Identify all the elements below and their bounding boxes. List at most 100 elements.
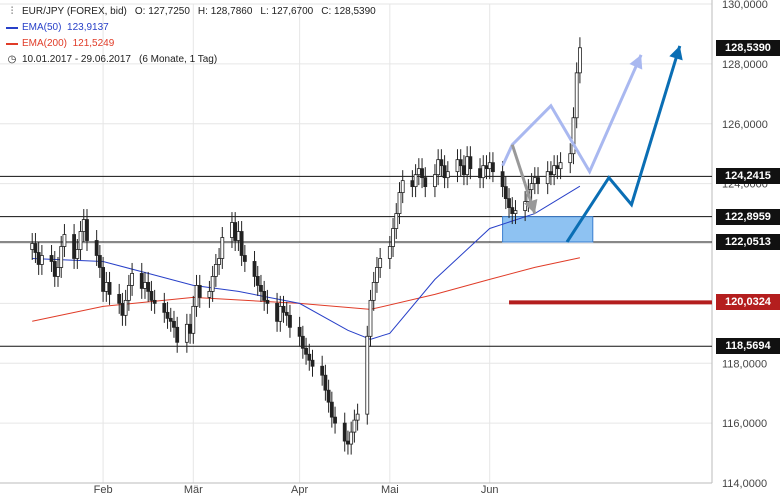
candle-body — [56, 267, 60, 277]
candle-body — [39, 255, 44, 265]
candle-body — [326, 389, 331, 403]
y-tick-label: 130,0000 — [722, 0, 768, 11]
candle-body — [365, 335, 370, 415]
open-value: 127,7250 — [148, 6, 190, 17]
candle-body — [213, 264, 218, 277]
candle-body — [549, 171, 553, 176]
candle-body — [423, 177, 428, 188]
high-value: 128,7860 — [210, 6, 253, 17]
candle-body — [387, 246, 392, 259]
price-axis: 114,0000116,0000118,0000120,0000122,0000… — [94, 0, 768, 496]
candle-body — [375, 267, 379, 283]
candle-body — [94, 240, 99, 256]
candle-body — [168, 317, 173, 322]
candle-body — [162, 302, 167, 313]
candle-body — [152, 299, 157, 304]
candle-body — [300, 335, 305, 349]
candle-body — [349, 431, 354, 445]
dark-blue-arrow-head — [669, 45, 683, 61]
candle-body — [297, 326, 302, 337]
candle-body — [491, 162, 495, 173]
candle-body — [416, 168, 421, 176]
x-tick-label: Jun — [481, 484, 499, 496]
candle-body — [188, 323, 192, 334]
candle-body — [265, 299, 270, 304]
candle-body — [371, 282, 376, 301]
candle-body — [197, 285, 202, 298]
candle-body — [242, 255, 247, 262]
ema50-row: EMA(50) 123,9137 — [6, 20, 376, 36]
candle-body — [139, 273, 144, 289]
price-label: 122,0513 — [716, 233, 780, 250]
candle-body — [304, 347, 308, 355]
candle-body — [442, 165, 447, 179]
candle-body — [217, 258, 221, 265]
ema50-name: EMA(50) — [22, 22, 62, 33]
candle-body — [123, 299, 128, 316]
candle-body — [433, 174, 437, 188]
y-tick-label: 128,0000 — [722, 59, 768, 71]
candle-body — [555, 165, 560, 170]
candle-body — [503, 186, 508, 199]
x-tick-label: Mai — [381, 484, 399, 496]
price-label: 120,0324 — [716, 294, 780, 311]
candle-body — [85, 219, 89, 241]
horizontal-levels — [0, 175, 712, 347]
candle-body — [465, 156, 470, 176]
candle-body — [484, 165, 489, 170]
candle-body — [355, 413, 360, 421]
candle-body — [394, 213, 399, 229]
candle-body — [255, 276, 260, 286]
candle-body — [333, 416, 337, 424]
instrument-row: ⫶ EUR/JPY (FOREX, bid) O: 127,7250 H: 12… — [6, 4, 376, 20]
candle-body — [513, 210, 518, 214]
candle-body — [149, 290, 154, 301]
candle-body — [210, 276, 215, 292]
candle-body — [120, 302, 125, 316]
candle-body — [468, 156, 473, 170]
candle-body — [143, 282, 147, 289]
candle-body — [391, 228, 395, 247]
candle-body — [104, 282, 109, 292]
candle-body — [413, 174, 418, 188]
candle-body — [397, 192, 402, 214]
candle-body — [175, 326, 180, 343]
candle-body — [52, 261, 57, 277]
candle-body — [126, 285, 131, 301]
candle-body — [172, 320, 176, 328]
x-tick-label: Apr — [291, 484, 308, 496]
candle-body — [487, 162, 492, 170]
candle-body — [342, 422, 347, 442]
candle-body — [252, 261, 257, 277]
light-blue-arrow-head — [629, 54, 643, 70]
x-tick-label: Mär — [184, 484, 203, 496]
instrument-name: EUR/JPY (FOREX, bid) — [22, 6, 127, 17]
candle-body — [378, 258, 383, 268]
candle-body — [117, 293, 122, 304]
ema-lines — [32, 185, 581, 340]
candle-body — [523, 201, 528, 211]
dark-blue-arrow-line — [565, 45, 682, 243]
candle-body — [558, 162, 563, 170]
high-label: H: — [197, 6, 208, 17]
candlesticks — [30, 37, 582, 455]
candle-body — [233, 222, 238, 241]
candle-body — [130, 273, 134, 286]
ema200-row: EMA(200) 121,5249 — [6, 36, 376, 52]
candle-body — [478, 168, 482, 179]
support-zone — [502, 216, 594, 243]
candle-body — [281, 305, 286, 313]
candle-body — [239, 231, 244, 256]
forecast-arrows — [501, 45, 683, 243]
candle-body — [288, 314, 292, 328]
candle-body — [510, 207, 515, 214]
candle-body — [194, 285, 199, 307]
candle-body — [368, 299, 373, 337]
candle-body — [236, 231, 241, 241]
candle-body — [78, 231, 83, 250]
candle-body — [329, 401, 334, 418]
candle-body — [275, 302, 279, 322]
candle-body — [30, 243, 35, 250]
ema200-name: EMA(200) — [22, 38, 68, 49]
